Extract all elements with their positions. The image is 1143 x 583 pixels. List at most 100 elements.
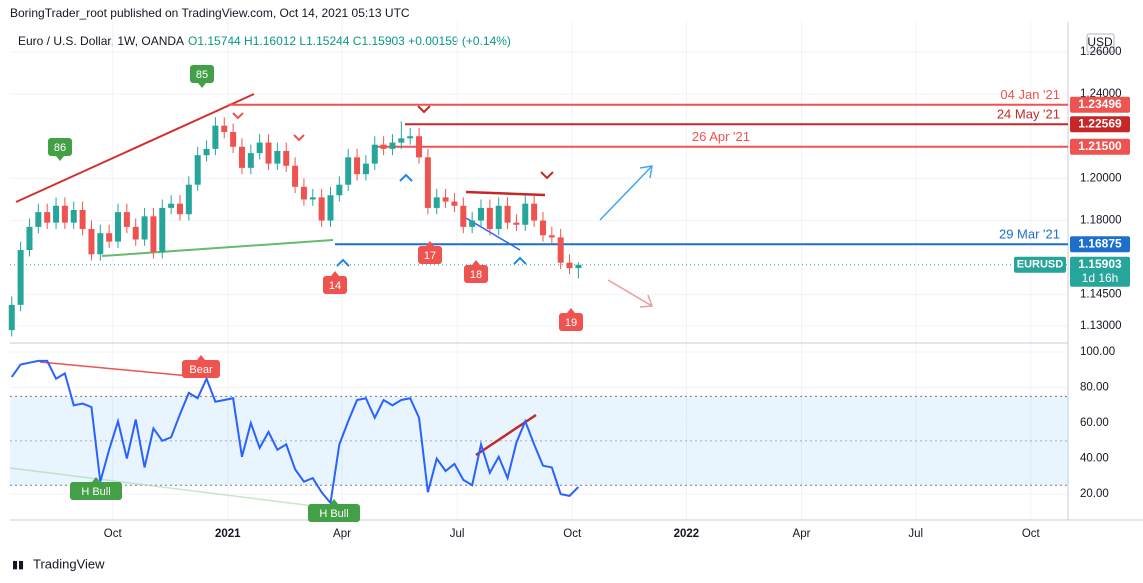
annotation-tag <box>418 246 442 264</box>
price-badge <box>1070 256 1130 287</box>
candle-body <box>61 205 68 223</box>
candle-body <box>8 304 15 331</box>
candle-body <box>168 203 175 208</box>
candle-body <box>256 142 263 154</box>
rsi-line <box>10 359 580 506</box>
candle-body <box>132 226 139 240</box>
annotation-tag <box>70 482 122 500</box>
candle-body <box>274 150 281 164</box>
symbol-badge <box>1014 256 1066 273</box>
candle-body <box>283 150 290 166</box>
candle-body <box>17 250 24 305</box>
candle-body <box>318 197 325 221</box>
annotation-tag <box>464 265 488 283</box>
countdown: 1d 16h <box>1082 271 1119 285</box>
candle-body <box>221 125 228 133</box>
trendline <box>101 239 334 257</box>
symbol-badge-label: EURUSD <box>1017 259 1064 271</box>
trendline <box>465 190 546 197</box>
candle-body <box>495 205 502 229</box>
candle-body <box>389 142 396 149</box>
y-tick-label: 100.00 <box>1080 346 1115 358</box>
candle-body <box>185 184 192 215</box>
logo-mark: ▮▮ <box>12 559 24 571</box>
y-tick-label: 20.00 <box>1080 488 1109 500</box>
x-tick-label: Oct <box>1022 528 1041 540</box>
annotation-pointer <box>472 260 480 265</box>
annotation-tag <box>182 360 220 378</box>
candle-body <box>469 220 476 227</box>
annotation-tag <box>559 313 583 331</box>
annotation-pointer <box>197 355 205 360</box>
arrow-head <box>639 165 653 179</box>
x-tick-label: 2021 <box>215 528 241 540</box>
candle-body <box>433 197 440 208</box>
candle-body <box>371 144 378 164</box>
annotation-text: 14 <box>329 280 341 292</box>
y-tick-label: 1.14500 <box>1080 288 1122 300</box>
candle-body <box>548 235 555 238</box>
x-tick-label: 2022 <box>674 528 700 540</box>
candle-body <box>504 205 511 223</box>
candle-body <box>123 212 130 227</box>
trendline <box>15 93 255 203</box>
candle-body <box>345 157 352 185</box>
candle-body <box>336 184 343 196</box>
annotation-pointer <box>567 308 575 313</box>
y-tick-label: 1.18000 <box>1080 215 1122 227</box>
candle-body <box>203 148 210 156</box>
annotation-tag <box>323 276 347 294</box>
candle-body <box>575 264 582 269</box>
candle-body <box>557 237 564 263</box>
annotation-text: 19 <box>565 317 577 329</box>
x-tick-label: Oct <box>563 528 582 540</box>
candle-body <box>265 142 272 164</box>
candle-body <box>309 197 316 200</box>
x-tick-label: Jul <box>450 528 465 540</box>
candle-body <box>442 197 449 202</box>
annotation-tag <box>48 138 72 156</box>
level-label: 04 Jan '21 <box>1000 87 1060 102</box>
candle-body <box>230 132 237 147</box>
arrow-head <box>639 294 654 308</box>
annotation-text: 18 <box>470 269 482 281</box>
rsi-band <box>10 396 1068 486</box>
annotation-pointer <box>198 83 206 88</box>
y-tick-label: 60.00 <box>1080 417 1109 429</box>
annotation-text: 86 <box>54 142 66 154</box>
annotation-text: Bear <box>189 364 213 376</box>
y-tick-label: 1.26000 <box>1080 46 1122 58</box>
price-badge <box>1070 96 1130 113</box>
candle-body <box>176 203 183 215</box>
annotation-text: 85 <box>196 69 208 81</box>
candle-body <box>327 195 334 221</box>
candle-body <box>478 207 485 221</box>
y-tick-label: 1.20000 <box>1080 172 1122 184</box>
candle-body <box>247 153 254 168</box>
x-tick-label: Jul <box>908 528 923 540</box>
annotation-pointer <box>426 241 434 246</box>
symbol: Euro / U.S. Dollar, 1W, OANDA <box>18 34 184 48</box>
annotation-tag <box>308 504 360 522</box>
candle-body <box>513 222 520 225</box>
footer-brand: TradingView <box>33 556 105 571</box>
level-label: 26 Apr '21 <box>692 129 750 144</box>
projection-arrow <box>607 279 653 307</box>
divergence-line <box>39 361 201 378</box>
candle-body <box>539 220 546 236</box>
annotation-text: H Bull <box>81 486 110 498</box>
x-tick-label: Oct <box>104 528 123 540</box>
candle-body <box>194 155 201 185</box>
candle-body <box>44 212 51 223</box>
candle-body <box>88 228 95 255</box>
annotation-tag <box>190 65 214 83</box>
candle-body <box>354 157 361 175</box>
level-label: 24 May '21 <box>997 107 1060 122</box>
y-tick-label: 1.13000 <box>1080 320 1122 332</box>
candle-body <box>566 262 573 269</box>
price-badge <box>1070 116 1130 133</box>
candle-body <box>70 210 77 223</box>
candle-body <box>115 212 122 242</box>
candle-body <box>407 136 414 139</box>
